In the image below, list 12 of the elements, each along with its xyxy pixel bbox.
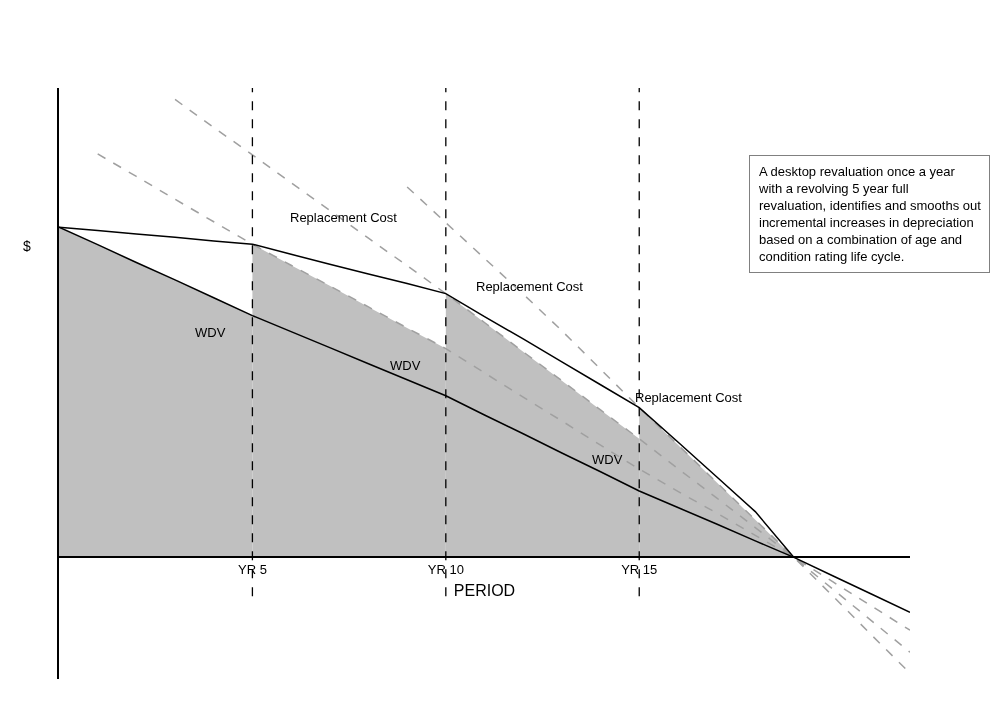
annotation: WDV — [390, 358, 421, 373]
x-tick-label: YR 10 — [427, 561, 464, 577]
annotation: Replacement Cost — [290, 210, 398, 225]
y-axis-title: $ — [23, 238, 31, 254]
x-tick-label: YR 5 — [237, 561, 267, 577]
x-axis-title: PERIOD — [453, 581, 516, 599]
annotation: WDV — [195, 325, 226, 340]
annotation: A desktop revaluation once a year with a revolving 5 year full revaluation, identifies and smooths out incremental increases in depreciation based on a combination of age and condition rating life cycle. — [758, 164, 982, 264]
annotation: WDV — [592, 452, 623, 467]
annotation: Replacement Cost — [635, 390, 743, 405]
x-tick-label: YR 15 — [621, 561, 658, 577]
annotation: Replacement Cost — [476, 279, 584, 294]
